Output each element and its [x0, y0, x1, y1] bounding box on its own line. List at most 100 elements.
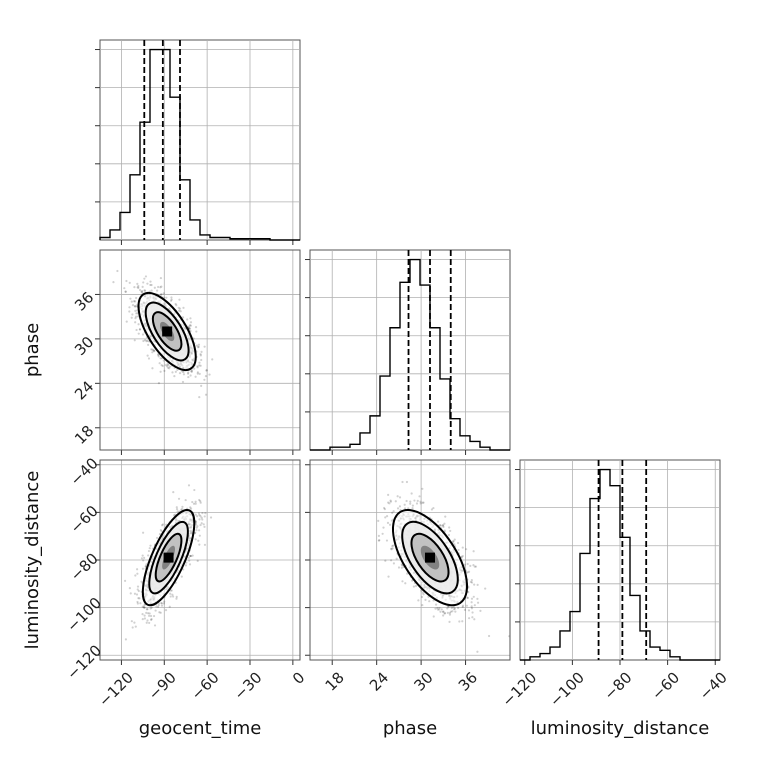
sample-point [134, 305, 137, 308]
sample-point [146, 282, 149, 285]
sample-point [153, 286, 156, 289]
sample-point [138, 328, 142, 331]
sample-point [432, 506, 435, 510]
sample-point [195, 344, 199, 347]
panel-frame [309, 459, 511, 661]
sample-point [175, 304, 178, 307]
sample-point [135, 296, 138, 300]
sample-point [197, 345, 200, 348]
sample-point [195, 529, 198, 532]
sample-point [177, 497, 181, 500]
x-tick-label: −60 [188, 668, 223, 703]
sample-point [153, 349, 156, 352]
sample-point [200, 522, 203, 525]
sample-point [470, 597, 474, 600]
sample-point [452, 540, 455, 543]
sample-point [396, 507, 400, 510]
sample-point [457, 606, 460, 610]
sample-point [136, 315, 140, 318]
sample-point [401, 564, 404, 567]
sample-point [198, 534, 201, 537]
sample-point [125, 320, 128, 323]
sample-point [392, 510, 395, 513]
x-tick-label: −60 [648, 668, 683, 703]
sample-point [164, 609, 168, 612]
sample-point [170, 298, 173, 301]
sample-point [388, 523, 392, 526]
sample-point [398, 496, 402, 499]
sample-point [136, 602, 139, 605]
sample-point [124, 638, 128, 641]
sample-point [180, 508, 183, 511]
sample-point [385, 539, 389, 542]
sample-point [378, 539, 381, 542]
sample-point [192, 502, 196, 505]
sample-point [457, 548, 460, 552]
sample-point [157, 603, 160, 607]
sample-point [140, 290, 143, 293]
sample-point [397, 566, 401, 569]
sample-point [381, 532, 384, 535]
sample-point [197, 346, 200, 349]
sample-point [434, 607, 437, 610]
sample-point [446, 611, 449, 614]
sample-point [171, 595, 175, 598]
density-layer [377, 480, 510, 653]
sample-point [176, 368, 179, 372]
sample-point [160, 602, 163, 605]
sample-point [437, 608, 441, 611]
sample-point [411, 504, 415, 507]
sample-point [188, 563, 192, 566]
sample-point [158, 362, 161, 365]
sample-point [135, 328, 138, 332]
sample-point [390, 559, 393, 562]
sample-point [442, 525, 445, 529]
sample-point [135, 593, 139, 596]
sample-point [413, 499, 416, 502]
y-axis-label-luminosity_distance: luminosity_distance [22, 471, 43, 650]
sample-point [472, 564, 475, 567]
sample-point [414, 584, 418, 587]
sample-point [403, 507, 407, 510]
sample-point [133, 305, 137, 308]
sample-point [187, 484, 191, 487]
sample-point [443, 522, 446, 525]
sample-point [446, 607, 449, 610]
sample-point [160, 293, 163, 296]
sample-point [160, 604, 164, 607]
sample-point [479, 609, 482, 612]
sample-point [123, 287, 126, 290]
sample-point [141, 618, 144, 621]
sample-point [389, 500, 393, 503]
sample-point [465, 604, 468, 607]
sample-point [470, 579, 473, 582]
sample-point [134, 321, 137, 324]
sample-point [137, 332, 140, 335]
sample-point [141, 289, 144, 293]
sample-point [148, 612, 151, 615]
sample-point [144, 275, 148, 278]
sample-point [188, 327, 192, 330]
sample-point [466, 596, 469, 599]
sample-point [134, 625, 137, 628]
sample-point [150, 606, 153, 609]
sample-point [392, 562, 395, 565]
sample-point [430, 508, 434, 511]
sample-point [194, 500, 197, 503]
sample-point [196, 366, 199, 369]
sample-point [189, 317, 192, 320]
sample-point [189, 554, 192, 558]
sample-point [200, 384, 203, 387]
sample-point [197, 512, 201, 515]
sample-point [150, 283, 153, 287]
density-panel-geocent_time-phase [95, 249, 301, 455]
sample-point [196, 559, 199, 562]
sample-point [391, 547, 394, 550]
sample-point [161, 364, 164, 368]
sample-point [148, 614, 151, 617]
x-tick-label: 24 [366, 668, 392, 694]
sample-point [130, 300, 133, 303]
sample-point [136, 600, 139, 604]
sample-point [131, 303, 135, 307]
